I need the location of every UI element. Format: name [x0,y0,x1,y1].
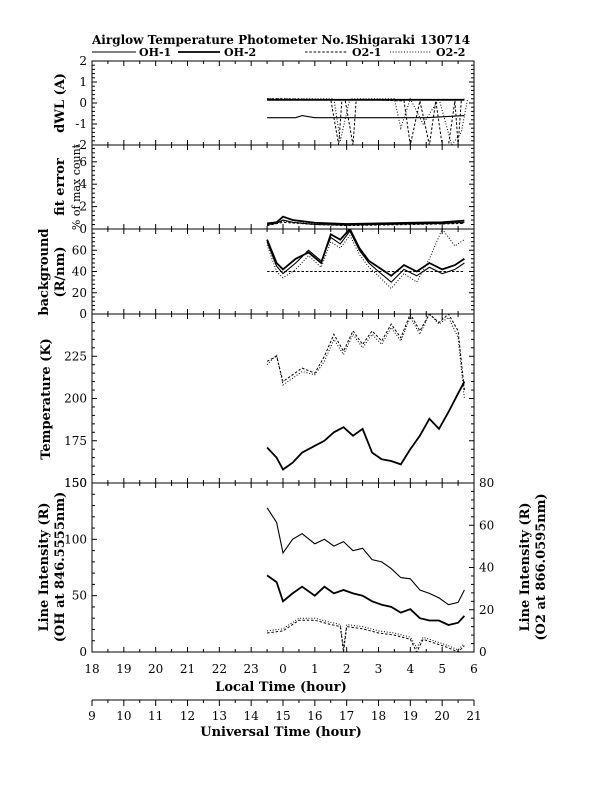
background-ytick-label: 20 [72,286,87,300]
line_intensity-y2tick-label: 0 [479,645,487,659]
ut-tick-label: 15 [275,709,290,723]
local-time-tick-label: 19 [116,662,131,676]
dwl-ytick-label: -2 [75,138,87,152]
temperature-ytick-label: 150 [64,476,87,490]
line_intensity-ytick-label: 100 [64,532,87,546]
dwl-frame [91,60,475,146]
figure-date: 130714 [420,33,470,47]
line_intensity-series-oh-2 [266,574,466,626]
dwl-ylabel: dWL (A) [53,73,68,133]
temperature-ytick-label: 175 [64,434,87,448]
dwl-ytick-label: 1 [79,75,87,89]
local-time-tick-label: 5 [438,662,446,676]
line_intensity-y2tick-label: 20 [479,603,494,617]
local-time-tick-label: 21 [180,662,195,676]
fit_error-series-o2-1 [266,221,465,227]
legend: OH-1 OH-2 O2-1 O2-2 [92,46,465,59]
local-time-axis: 18 19 20 21 22 23 0 1 2 3 4 5 6 [84,662,477,676]
dwl-series-o2-2 [267,97,469,145]
local-time-tick-label: 4 [407,662,415,676]
temperature-ylabel: Temperature (K) [39,338,54,460]
local-time-tick-label: 23 [244,662,259,676]
panel-temperature: 150 175 200 225 [64,313,475,490]
ut-tick-label: 20 [435,709,450,723]
line_intensity-y2tick-label: 60 [479,518,494,532]
line_intensity-y2tick-label: 40 [479,561,494,575]
local-time-tick-label: 1 [311,662,319,676]
ut-tick-label: 18 [371,709,386,723]
fit-error-ylabel: fit error [53,158,68,216]
temperature-frame [91,313,475,484]
local-time-tick-label: 20 [148,662,163,676]
legend-label-o21: O2-1 [352,46,381,59]
ut-tick-label: 9 [88,709,96,723]
dwl-ytick-label: -1 [75,117,87,131]
figure-title: Airglow Temperature Photometer No.1 [91,33,353,47]
ut-tick-label: 16 [307,709,322,723]
temperature-ytick-label: 225 [64,349,87,363]
panel-line-intensity: 0 50 100 150 0 20 40 60 80 [64,476,494,659]
fit_error-ytick-label: 4 [79,177,87,191]
background-ytick-label: 60 [72,243,87,257]
temperature-series-o2-2 [266,314,465,399]
temperature-ytick-label: 200 [64,392,87,406]
local-time-label: Local Time (hour) [215,680,347,695]
fit_error-ytick-label: 0 [79,222,87,236]
figure-station: Shigaraki [350,33,416,47]
dwl-ytick-label: 2 [79,54,87,68]
panel-background: 0 20 40 60 [72,228,475,321]
ut-tick-label: 17 [339,709,354,723]
temperature-series-o2-1 [266,314,465,391]
temperature-series-oh-2 [266,381,466,471]
line_intensity-frame [91,482,475,653]
local-time-tick-label: 18 [84,662,99,676]
fit_error-series-o2-2 [266,220,465,226]
line_intensity-series-o2-2 [267,617,465,651]
background-ytick-label: 40 [72,265,87,279]
ut-tick-label: 10 [116,709,131,723]
ut-tick-label: 12 [180,709,195,723]
line_intensity-ytick-label: 0 [79,645,87,659]
fit-error-ylabel2: % of max count [70,143,83,230]
fit_error-series-oh-2 [266,215,465,225]
background-series-oh-1 [266,230,465,283]
ut-tick-label: 14 [244,709,260,723]
local-time-tick-label: 0 [279,662,287,676]
fit_error-ytick-label: 2 [79,200,87,214]
background-ylabel: background [37,228,52,315]
dwl-series-o2-1 [267,98,465,145]
local-time-tick-label: 2 [343,662,351,676]
line_intensity-y2tick-label: 80 [479,476,494,490]
ut-tick-label: 19 [403,709,418,723]
legend-label-oh2: OH-2 [224,46,256,59]
ut-tick-label: 11 [148,709,163,723]
intensity-y2label2: (O2 at 866.0595nm) [534,493,549,640]
legend-label-o22: O2-2 [436,46,465,59]
local-time-tick-label: 6 [470,662,478,676]
legend-label-oh1: OH-1 [139,46,171,59]
panel-dwl: -2 -1 0 1 2 [75,54,475,152]
ut-tick-label: 21 [466,709,481,723]
universal-time-label: Universal Time (hour) [200,725,362,740]
line_intensity-ytick-label: 150 [64,476,87,490]
fit_error-ytick-label: 6 [79,155,87,169]
local-time-tick-label: 22 [212,662,227,676]
intensity-y2label: Line Intensity (R) [518,502,533,631]
dwl-series-oh-1 [267,115,465,119]
background-ylabel2: (R/nm) [53,246,68,297]
intensity-ylabel: Line Intensity (R) [37,502,52,631]
ut-tick-label: 13 [212,709,227,723]
background-series-oh-2 [266,229,465,277]
intensity-ylabel2: (OH at 846.5555nm) [53,492,68,642]
panel-fit-error: 0 2 4 6 [79,144,475,236]
line_intensity-ytick-label: 50 [72,589,87,603]
universal-time-axis: 9 10 11 12 13 14 15 16 17 18 19 20 21 [88,699,482,723]
background-ytick-label: 0 [79,307,87,321]
local-time-tick-label: 3 [375,662,383,676]
dwl-ytick-label: 0 [79,96,87,110]
line_intensity-series-o2-1 [267,619,465,652]
line_intensity-series-oh-1 [266,507,465,606]
